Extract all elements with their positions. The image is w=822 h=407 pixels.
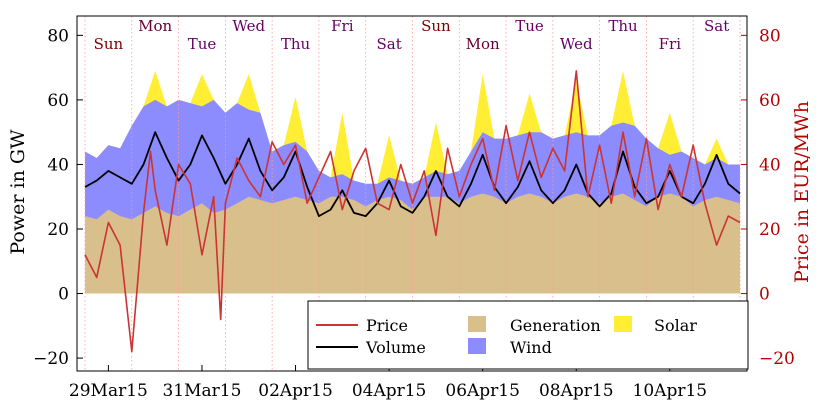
legend: Price Volume Generation Wind Solar [307, 300, 749, 370]
legend-volume-label: Volume [365, 338, 426, 357]
weekday-label: Mon [466, 35, 500, 53]
left-tick-label: 80 [47, 26, 69, 46]
left-y-axis: −20 0 20 40 60 80 [33, 26, 83, 369]
x-axis: 29Mar15 31Mar15 02Apr15 04Apr15 06Apr15 08Apr… [69, 365, 707, 401]
weekday-label: Sun [94, 35, 124, 53]
legend-generation-swatch [468, 316, 486, 332]
x-tick-label: 29Mar15 [69, 381, 148, 401]
weekday-label: Mon [138, 17, 172, 35]
legend-solar-swatch [614, 316, 632, 332]
x-tick-label: 06Apr15 [445, 381, 520, 401]
left-tick-label: −20 [33, 349, 69, 369]
x-tick-label: 02Apr15 [258, 381, 333, 401]
weekday-label: Sat [704, 17, 729, 35]
right-axis-title: Price in EUR/MWh [791, 101, 813, 283]
legend-wind-label: Wind [510, 338, 552, 357]
left-tick-label: 20 [47, 220, 69, 240]
right-tick-label: 20 [759, 220, 781, 240]
weekday-label: Fri [659, 35, 682, 53]
legend-solar-label: Solar [654, 316, 697, 335]
left-tick-label: 0 [58, 285, 69, 305]
price-line [84, 70, 741, 353]
weekday-label: Thu [608, 17, 638, 35]
right-tick-label: 0 [759, 285, 770, 305]
left-tick-label: 40 [47, 155, 69, 175]
x-tick-label: 08Apr15 [539, 381, 614, 401]
x-tick-label: 04Apr15 [352, 381, 427, 401]
legend-box [307, 300, 749, 370]
right-tick-label: −20 [759, 349, 795, 369]
plot-layers [85, 70, 740, 294]
right-y-axis: −20 0 20 40 60 80 [741, 26, 795, 369]
right-tick-label: 60 [759, 91, 781, 111]
weekday-label: Wed [232, 17, 265, 35]
weekday-label: Tue [188, 35, 217, 53]
weekday-label: Thu [281, 35, 311, 53]
generation-area [85, 193, 740, 294]
left-tick-label: 60 [47, 91, 69, 111]
weekday-label: Tue [515, 17, 544, 35]
weekday-label: Wed [560, 35, 593, 53]
weekday-label: Sun [421, 17, 451, 35]
x-tick-label: 10Apr15 [633, 381, 708, 401]
right-tick-label: 40 [759, 155, 781, 175]
legend-price-label: Price [366, 316, 408, 335]
x-tick-label: 31Mar15 [162, 381, 241, 401]
series-lines [84, 70, 741, 353]
legend-generation-label: Generation [510, 316, 601, 335]
right-tick-label: 80 [759, 26, 781, 46]
left-axis-title: Power in GW [7, 129, 29, 255]
plot-border [76, 15, 748, 372]
weekday-label: Fri [331, 17, 354, 35]
weekday-labels: Sun Mon Tue Wed Thu Fri Sat Sun Mon Tue Wed Thu Fri S… [94, 17, 730, 53]
legend-wind-swatch [468, 338, 486, 354]
weekday-label: Sat [376, 35, 401, 53]
plot-frame [76, 15, 748, 372]
